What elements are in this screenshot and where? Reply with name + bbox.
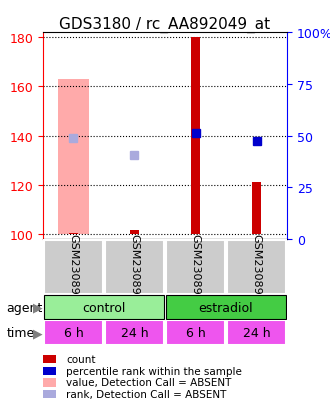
FancyBboxPatch shape — [105, 240, 164, 295]
Text: GSM230897: GSM230897 — [68, 234, 79, 301]
Text: agent: agent — [7, 301, 43, 314]
Bar — [58, 80, 89, 235]
Text: GSM230896: GSM230896 — [129, 234, 140, 301]
Bar — [69, 233, 78, 235]
Text: GSM230895: GSM230895 — [251, 234, 262, 301]
Text: GDS3180 / rc_AA892049_at: GDS3180 / rc_AA892049_at — [59, 17, 271, 33]
Bar — [130, 231, 139, 235]
Text: 6 h: 6 h — [186, 326, 205, 339]
Text: time: time — [7, 326, 35, 339]
FancyBboxPatch shape — [44, 295, 164, 320]
Text: 24 h: 24 h — [121, 326, 148, 339]
FancyBboxPatch shape — [44, 240, 103, 295]
Text: count: count — [66, 354, 95, 364]
FancyBboxPatch shape — [166, 295, 286, 320]
Text: percentile rank within the sample: percentile rank within the sample — [66, 366, 242, 376]
FancyBboxPatch shape — [227, 240, 286, 295]
FancyBboxPatch shape — [227, 320, 286, 345]
Text: value, Detection Call = ABSENT: value, Detection Call = ABSENT — [66, 377, 231, 387]
Text: 6 h: 6 h — [64, 326, 83, 339]
Text: ▶: ▶ — [33, 326, 43, 339]
Bar — [191, 38, 200, 235]
FancyBboxPatch shape — [166, 240, 225, 295]
Text: control: control — [82, 301, 126, 314]
Text: estradiol: estradiol — [199, 301, 253, 314]
FancyBboxPatch shape — [44, 320, 103, 345]
Text: GSM230898: GSM230898 — [190, 234, 201, 301]
FancyBboxPatch shape — [166, 320, 225, 345]
Text: 24 h: 24 h — [243, 326, 270, 339]
Text: rank, Detection Call = ABSENT: rank, Detection Call = ABSENT — [66, 389, 226, 399]
Bar — [252, 183, 261, 235]
Text: ▶: ▶ — [33, 301, 43, 314]
FancyBboxPatch shape — [105, 320, 164, 345]
